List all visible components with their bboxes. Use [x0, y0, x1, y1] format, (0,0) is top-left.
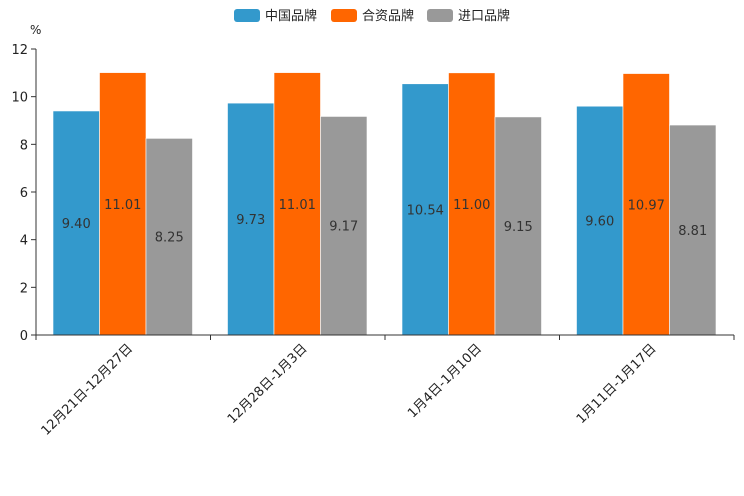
y-axis-unit-label: %	[30, 23, 41, 37]
bar	[669, 124, 717, 336]
bar-value-label: 10.97	[628, 198, 665, 213]
y-tick-label: 4	[20, 234, 28, 249]
bar-value-label: 9.40	[62, 217, 91, 232]
y-tick-label: 6	[20, 186, 28, 201]
x-tick-label: 1月4日-1月10日	[405, 341, 485, 421]
bar-value-label: 9.17	[329, 220, 358, 235]
legend-swatch	[427, 9, 453, 22]
bar-value-label: 9.73	[236, 213, 265, 228]
x-axis: 12月21日-12月27日 12月28日-1月3日 1月4日-1月10日 1月11日-…	[35, 334, 735, 439]
y-tick-label: 0	[20, 329, 28, 344]
bar	[52, 110, 100, 336]
bar-value-label: 11.01	[279, 198, 316, 213]
bar	[401, 83, 449, 336]
x-tick-label: 1月11日-1月17日	[574, 341, 660, 427]
y-tick-label: 10	[11, 91, 28, 106]
bar-value-label: 8.25	[155, 231, 184, 246]
bars: 9.40 11.01 8.25 9.73 11.01 9.17 10.54 11.00 9.15…	[52, 72, 717, 336]
x-tick-label: 12月21日-12月27日	[39, 341, 136, 438]
bar-value-label: 8.81	[678, 224, 707, 239]
bar-value-label: 10.54	[407, 203, 444, 218]
legend-swatch	[331, 9, 357, 22]
legend-label: 进口品牌	[458, 8, 510, 24]
y-tick-label: 12	[11, 43, 28, 58]
bar-value-label: 9.60	[585, 215, 614, 230]
bar	[320, 116, 368, 336]
bar-value-label: 9.15	[504, 220, 533, 235]
y-axis: 0 2 4 6 8 10 12	[11, 43, 37, 344]
bar	[99, 72, 147, 336]
y-tick-label: 8	[20, 138, 28, 153]
y-tick-label: 2	[20, 281, 28, 296]
x-tick-label: 12月28日-1月3日	[225, 341, 311, 427]
legend: 中国品牌 合资品牌 进口品牌	[234, 8, 510, 24]
legend-label: 中国品牌	[265, 8, 317, 24]
legend-label: 合资品牌	[362, 8, 414, 24]
legend-swatch	[234, 9, 260, 22]
bar	[448, 72, 496, 336]
bar	[145, 138, 193, 336]
bar-value-label: 11.01	[104, 198, 141, 213]
bar-value-label: 11.00	[453, 198, 490, 213]
bar	[622, 73, 670, 336]
